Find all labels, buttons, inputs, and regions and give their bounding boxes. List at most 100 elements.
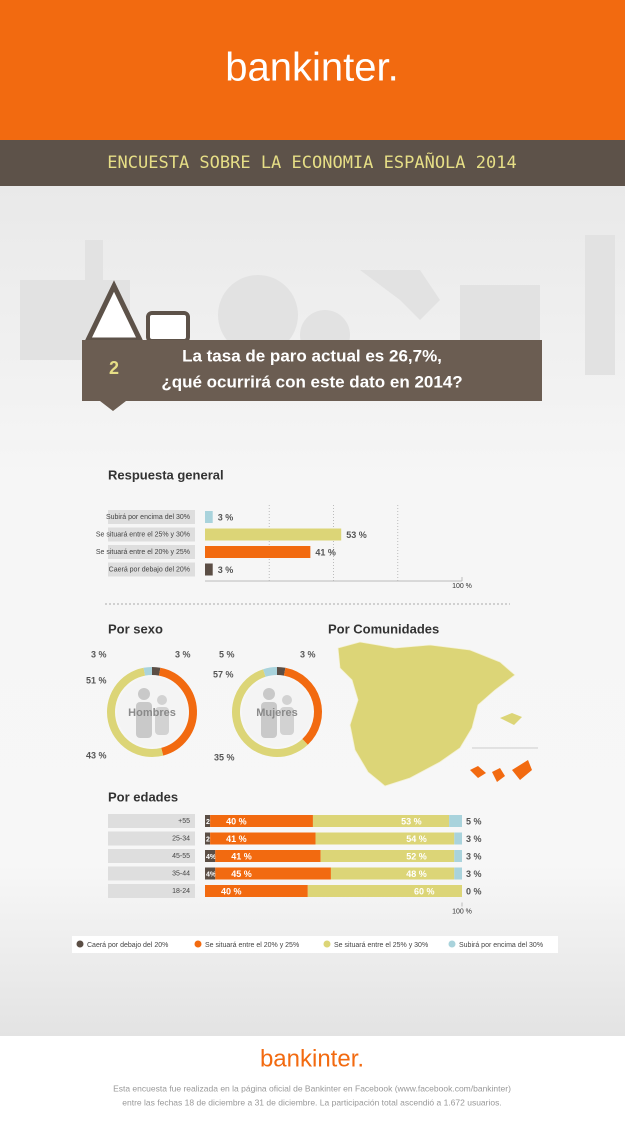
bar-segment bbox=[210, 815, 313, 827]
bar-segment bbox=[205, 867, 216, 880]
bar-segment bbox=[454, 867, 462, 880]
value-label: 3 % bbox=[218, 512, 234, 522]
donut-label: Mujeres bbox=[256, 707, 298, 719]
value-label: 53 % bbox=[346, 530, 367, 540]
donut-segment bbox=[143, 667, 153, 676]
bar-segment bbox=[205, 885, 308, 897]
legend-label: Caerá por debajo del 20% bbox=[87, 942, 168, 949]
category-label: +55 bbox=[178, 818, 190, 825]
category-box bbox=[108, 884, 195, 898]
person-icon bbox=[138, 688, 150, 700]
value-label: 53 % bbox=[401, 816, 422, 826]
title-band bbox=[0, 140, 625, 186]
donut-segment bbox=[232, 669, 308, 757]
bar-segment bbox=[210, 832, 316, 845]
value-label: 4% bbox=[206, 854, 217, 861]
person-icon bbox=[282, 695, 292, 705]
chart-title: Por edades bbox=[108, 789, 178, 804]
value-label: 5 % bbox=[219, 649, 235, 659]
value-label: 43 % bbox=[86, 750, 107, 760]
category-box bbox=[108, 545, 195, 559]
category-label: 45-55 bbox=[172, 853, 190, 860]
bar-segment bbox=[215, 867, 331, 880]
category-label: 25-34 bbox=[172, 835, 190, 842]
value-label: 3 % bbox=[466, 851, 482, 861]
person-icon bbox=[136, 702, 152, 738]
legend-label: Se situará entre el 20% y 25% bbox=[205, 942, 299, 949]
category-box bbox=[108, 831, 195, 846]
donut-segment bbox=[263, 667, 278, 677]
header-band bbox=[0, 0, 625, 140]
person-icon bbox=[157, 695, 167, 705]
value-label: 41 % bbox=[315, 547, 336, 557]
value-label: 3 % bbox=[175, 649, 191, 659]
bar-segment bbox=[215, 850, 321, 862]
value-label: 57 % bbox=[213, 669, 234, 679]
bar-segment bbox=[320, 850, 455, 862]
bar bbox=[205, 546, 311, 558]
value-label: 3 % bbox=[466, 869, 482, 879]
footer-brand: bankinter. bbox=[260, 1045, 364, 1072]
value-label: 3 % bbox=[300, 649, 316, 659]
value-label: 41 % bbox=[226, 834, 247, 844]
value-label: 40 % bbox=[221, 886, 242, 896]
donut-label: Hombres bbox=[128, 707, 176, 719]
value-label: 51 % bbox=[86, 675, 107, 685]
person-icon bbox=[261, 702, 277, 738]
bar-segment bbox=[312, 815, 450, 827]
bar-segment bbox=[315, 832, 455, 845]
question-line: ¿qué ocurrirá con este dato en 2014? bbox=[161, 372, 462, 391]
bar bbox=[205, 563, 213, 576]
category-label: Subirá por encima del 30% bbox=[106, 514, 190, 521]
chart-title: Por sexo bbox=[108, 621, 163, 636]
question-line: La tasa de paro actual es 26,7%, bbox=[182, 346, 442, 365]
value-label: 3 % bbox=[91, 649, 107, 659]
legend-marker bbox=[194, 940, 202, 948]
category-box bbox=[108, 562, 195, 577]
value-label: 41 % bbox=[231, 851, 252, 861]
map-title: Por Comunidades bbox=[328, 621, 439, 636]
question-number: 2 bbox=[109, 358, 119, 378]
category-box bbox=[108, 814, 195, 828]
footer bbox=[0, 1036, 625, 1122]
chart-title: Respuesta general bbox=[108, 467, 224, 482]
x-tick-label: 100 % bbox=[452, 908, 472, 915]
bar-segment bbox=[330, 867, 455, 880]
category-box bbox=[108, 527, 195, 542]
bar bbox=[205, 528, 342, 541]
footer-text: entre las fechas 18 de diciembre a 31 de… bbox=[122, 1097, 501, 1107]
bar-segment bbox=[205, 850, 216, 862]
legend-box bbox=[72, 936, 558, 953]
value-label: 48 % bbox=[406, 869, 427, 879]
person-icon bbox=[263, 688, 275, 700]
spain-map bbox=[337, 641, 538, 787]
value-label: 0 % bbox=[466, 886, 482, 896]
value-label: 45 % bbox=[231, 869, 252, 879]
bar-segment bbox=[449, 815, 462, 827]
bar-segment bbox=[205, 815, 211, 827]
briefcase-icon bbox=[146, 311, 190, 343]
bar-segment bbox=[307, 885, 462, 897]
category-label: Se situará entre el 25% y 30% bbox=[96, 531, 190, 538]
legend-marker bbox=[76, 940, 84, 948]
person-icon bbox=[280, 707, 294, 735]
category-label: 18-24 bbox=[172, 888, 190, 895]
category-label: Caerá por debajo del 20% bbox=[109, 566, 190, 573]
bar bbox=[205, 511, 213, 523]
legend-marker bbox=[448, 940, 456, 948]
legend-marker bbox=[323, 940, 331, 948]
donut-segment bbox=[151, 667, 161, 676]
footer-text: Esta encuesta fue realizada en la página… bbox=[113, 1083, 511, 1093]
value-label: 54 % bbox=[406, 834, 427, 844]
legend-label: Subirá por encima del 30% bbox=[459, 942, 543, 949]
survey-title: ENCUESTA SOBRE LA ECONOMIA ESPAÑOLA 2014 bbox=[107, 151, 516, 173]
person-icon bbox=[155, 707, 169, 735]
category-box bbox=[108, 849, 195, 863]
value-label: 52 % bbox=[406, 851, 427, 861]
value-label: 35 % bbox=[214, 752, 235, 762]
value-label: 40 % bbox=[226, 816, 247, 826]
bar-segment bbox=[205, 832, 211, 845]
value-label: 5 % bbox=[466, 816, 482, 826]
